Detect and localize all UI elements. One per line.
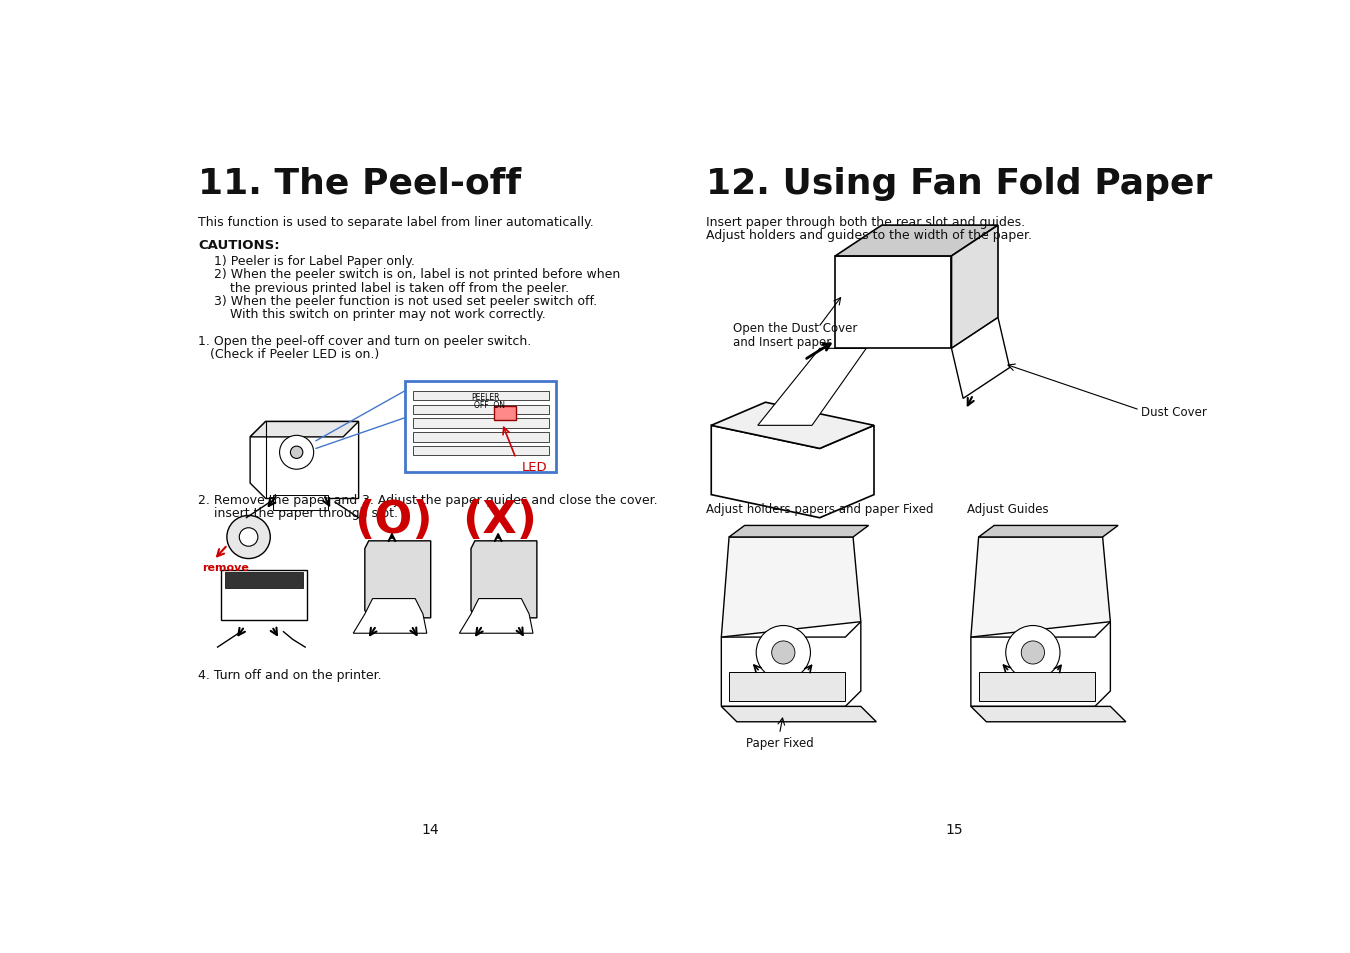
Bar — [979, 672, 1095, 701]
Polygon shape — [250, 422, 359, 499]
Text: insert the paper through slot.: insert the paper through slot. — [198, 507, 398, 519]
Text: 2. Remove the paper and: 2. Remove the paper and — [198, 494, 358, 507]
Text: 12. Using Fan Fold Paper: 12. Using Fan Fold Paper — [706, 167, 1212, 201]
Text: 11. The Peel-off: 11. The Peel-off — [198, 167, 521, 201]
Bar — [225, 573, 302, 588]
Text: OFF  ON: OFF ON — [474, 400, 505, 410]
Bar — [413, 405, 548, 415]
Circle shape — [992, 678, 1004, 690]
Polygon shape — [459, 598, 533, 634]
Text: Insert paper through both the rear slot and guides.: Insert paper through both the rear slot … — [706, 216, 1025, 229]
Polygon shape — [971, 622, 1110, 706]
Text: Paper Fixed: Paper Fixed — [745, 736, 813, 749]
Text: LED: LED — [521, 460, 547, 474]
Text: the previous printed label is taken off from the peeler.: the previous printed label is taken off … — [198, 281, 570, 294]
Circle shape — [425, 403, 447, 425]
Text: 1) Peeler is for Label Paper only.: 1) Peeler is for Label Paper only. — [198, 255, 414, 268]
Text: Adjust holders papers and paper Fixed: Adjust holders papers and paper Fixed — [706, 503, 933, 516]
Text: 2) When the peeler switch is on, label is not printed before when: 2) When the peeler switch is on, label i… — [198, 268, 621, 281]
Text: CAUTIONS:: CAUTIONS: — [198, 239, 279, 252]
Text: Open the Dust Cover: Open the Dust Cover — [733, 322, 857, 335]
Polygon shape — [721, 537, 861, 638]
Circle shape — [239, 528, 258, 547]
Polygon shape — [221, 571, 306, 620]
Polygon shape — [952, 226, 998, 349]
Text: 14: 14 — [423, 822, 440, 836]
Circle shape — [432, 410, 440, 419]
Polygon shape — [273, 496, 328, 511]
Polygon shape — [250, 422, 359, 437]
Text: Adjust Guides: Adjust Guides — [967, 503, 1049, 516]
Circle shape — [772, 641, 795, 664]
Circle shape — [227, 516, 270, 559]
Bar — [413, 419, 548, 428]
Text: remove: remove — [202, 562, 248, 572]
Bar — [729, 672, 845, 701]
Polygon shape — [711, 403, 873, 449]
Text: 4. Turn off and on the printer.: 4. Turn off and on the printer. — [198, 668, 382, 681]
Circle shape — [1069, 678, 1081, 690]
Text: Dust Cover: Dust Cover — [1141, 405, 1207, 418]
Circle shape — [819, 678, 832, 690]
Text: (O): (O) — [354, 499, 433, 542]
Polygon shape — [836, 226, 998, 256]
Polygon shape — [836, 256, 952, 349]
Text: With this switch on printer may not work correctly.: With this switch on printer may not work… — [198, 308, 545, 320]
Text: 3) When the peeler function is not used set peeler switch off.: 3) When the peeler function is not used … — [198, 294, 597, 307]
Circle shape — [1006, 626, 1060, 679]
Text: PEELER: PEELER — [471, 393, 500, 402]
Polygon shape — [979, 526, 1118, 537]
Text: 1. Open the peel-off cover and turn on peeler switch.: 1. Open the peel-off cover and turn on p… — [198, 335, 532, 347]
Bar — [413, 433, 548, 442]
Text: 15: 15 — [945, 822, 963, 836]
Polygon shape — [354, 598, 427, 634]
Text: This function is used to separate label from liner automatically.: This function is used to separate label … — [198, 216, 594, 229]
Text: Adjust holders and guides to the width of the paper.: Adjust holders and guides to the width o… — [706, 229, 1031, 242]
Circle shape — [1021, 641, 1045, 664]
Bar — [413, 392, 548, 400]
Polygon shape — [971, 537, 1110, 638]
Circle shape — [290, 447, 302, 459]
Polygon shape — [729, 526, 868, 537]
Text: 3. Adjust the paper guides and close the cover.: 3. Adjust the paper guides and close the… — [363, 494, 659, 507]
Bar — [413, 447, 548, 456]
Polygon shape — [711, 426, 873, 518]
Text: (X): (X) — [462, 499, 537, 542]
Circle shape — [743, 678, 755, 690]
Polygon shape — [721, 706, 876, 722]
Polygon shape — [971, 706, 1126, 722]
Bar — [494, 407, 516, 420]
Circle shape — [756, 626, 810, 679]
Circle shape — [279, 436, 313, 470]
Text: (Check if Peeler LED is on.): (Check if Peeler LED is on.) — [198, 348, 379, 360]
Bar — [405, 382, 556, 473]
Polygon shape — [471, 541, 537, 618]
Polygon shape — [721, 622, 861, 706]
Polygon shape — [757, 349, 867, 426]
Polygon shape — [364, 541, 431, 618]
Text: and Insert paper: and Insert paper — [733, 335, 832, 349]
Polygon shape — [952, 318, 1010, 399]
